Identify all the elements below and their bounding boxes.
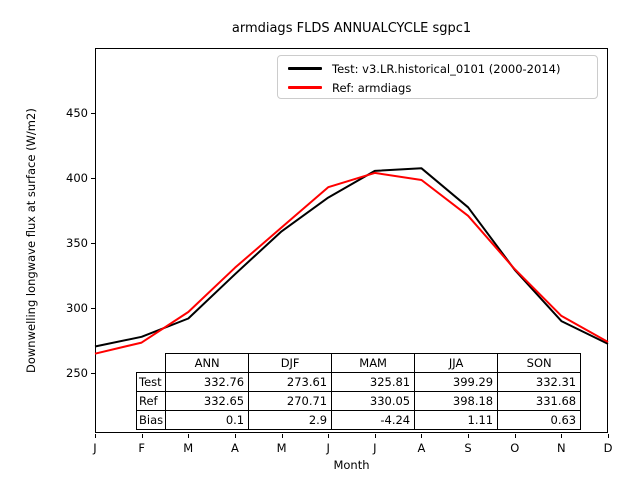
x-tick-mark xyxy=(468,434,470,438)
table-row-label: Bias xyxy=(135,410,167,430)
x-tick-mark xyxy=(141,434,143,438)
table-row: Ref 332.65 270.71 330.05 398.18 331.68 xyxy=(135,391,582,411)
y-tick-label: 400 xyxy=(66,171,88,186)
y-axis-label: Downwelling longwave flux at surface (W/… xyxy=(24,108,38,373)
x-tick-mark xyxy=(561,434,563,438)
table-cell: 0.1 xyxy=(165,410,250,430)
table-header-row: ANN DJF MAM JJA SON xyxy=(137,353,582,373)
test-line-sample-icon xyxy=(288,67,322,70)
table-cell: 399.29 xyxy=(414,372,499,392)
table-cell: 2.9 xyxy=(248,410,333,430)
x-tick-mark xyxy=(281,434,283,438)
table-cell: 1.11 xyxy=(414,410,499,430)
x-tick-mark xyxy=(188,434,190,438)
y-tick-mark xyxy=(91,308,95,310)
y-tick-mark xyxy=(91,178,95,180)
table-cell: 330.05 xyxy=(331,391,416,411)
stats-table: ANN DJF MAM JJA SON Test 332.76 273.61 325.81 399… xyxy=(135,353,582,430)
table-column-header: JJA xyxy=(414,353,499,373)
x-axis-label: Month xyxy=(333,458,370,472)
table-column-header: DJF xyxy=(248,353,333,373)
chart-title: armdiags FLDS ANNUALCYCLE sgpc1 xyxy=(231,21,472,36)
x-tick-mark xyxy=(234,434,236,438)
y-tick-mark xyxy=(91,373,95,375)
table-column-header: SON xyxy=(497,353,582,373)
y-tick-label: 350 xyxy=(66,236,88,251)
table-cell: 332.31 xyxy=(497,372,582,392)
y-tick-label: 300 xyxy=(66,301,88,316)
x-tick-label: J xyxy=(373,441,377,455)
table-cell: 332.76 xyxy=(165,372,250,392)
table-column-header: MAM xyxy=(331,353,416,373)
ref-line-sample-icon xyxy=(288,86,322,89)
plot-area xyxy=(95,48,608,433)
table-cell: 325.81 xyxy=(331,372,416,392)
x-tick-label: F xyxy=(138,441,145,455)
x-tick-label: M xyxy=(183,441,194,455)
x-tick-label: D xyxy=(603,441,613,455)
table-column-header: ANN xyxy=(165,353,250,373)
x-tick-mark xyxy=(421,434,423,438)
table-cell: 273.61 xyxy=(248,372,333,392)
y-tick-label: 450 xyxy=(66,106,88,121)
legend-label-test: Test: v3.LR.historical_0101 (2000-2014) xyxy=(332,61,561,76)
line-chart xyxy=(94,167,609,355)
x-tick-mark xyxy=(374,434,376,438)
x-tick-label: M xyxy=(276,441,287,455)
x-tick-label: J xyxy=(326,441,330,455)
test-series-line xyxy=(94,167,609,348)
y-tick-mark xyxy=(91,243,95,245)
table-cell: 0.63 xyxy=(497,410,582,430)
table-cell: 332.65 xyxy=(165,391,250,411)
legend-item-ref: Ref: armdiags xyxy=(278,78,597,97)
table-row-label: Test xyxy=(135,372,167,392)
legend-item-test: Test: v3.LR.historical_0101 (2000-2014) xyxy=(278,59,597,78)
legend: Test: v3.LR.historical_0101 (2000-2014) … xyxy=(277,55,598,99)
table-row: Test 332.76 273.61 325.81 399.29 332.31 xyxy=(135,372,582,392)
x-tick-mark xyxy=(608,434,609,438)
table-row-label: Ref xyxy=(135,391,167,411)
table-cell: 270.71 xyxy=(248,391,333,411)
table-corner-cell xyxy=(137,354,166,373)
table-cell: 398.18 xyxy=(414,391,499,411)
x-tick-label: J xyxy=(93,441,97,455)
table-row: Bias 0.1 2.9 -4.24 1.11 0.63 xyxy=(135,410,582,430)
x-tick-mark xyxy=(514,434,516,438)
x-tick-mark xyxy=(95,434,96,438)
y-tick-mark xyxy=(91,113,95,115)
table-cell: 331.68 xyxy=(497,391,582,411)
x-tick-label: N xyxy=(557,441,566,455)
x-tick-label: A xyxy=(417,441,426,455)
table-cell: -4.24 xyxy=(331,410,416,430)
x-tick-label: O xyxy=(510,441,520,455)
ref-series-line xyxy=(94,171,609,355)
x-tick-label: S xyxy=(464,441,472,455)
x-tick-mark xyxy=(328,434,330,438)
y-tick-label: 250 xyxy=(66,366,88,381)
x-tick-label: A xyxy=(230,441,239,455)
legend-label-ref: Ref: armdiags xyxy=(332,80,412,95)
